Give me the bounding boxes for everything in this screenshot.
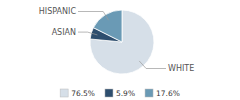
legend-label: 5.9% (116, 89, 135, 98)
labels: WHITE ASIAN HISPANIC (39, 7, 194, 73)
legend-swatch (145, 89, 153, 97)
category-label: ASIAN (52, 28, 76, 37)
leader-line (78, 32, 97, 35)
legend: 76.5% 5.9% 17.6% (60, 89, 180, 98)
legend-label: 17.6% (156, 89, 180, 98)
chart: WHITE ASIAN HISPANIC 76.5% 5.9% 17.6% (0, 0, 240, 100)
legend-item: 76.5% (60, 89, 95, 98)
slices (90, 10, 154, 74)
legend-swatch (60, 89, 68, 97)
pie-slice (93, 10, 122, 42)
legend-item: 5.9% (105, 89, 135, 98)
leader-line (139, 61, 166, 69)
pie-slice (90, 10, 154, 74)
leader-line (78, 12, 109, 21)
category-label: HISPANIC (39, 7, 77, 16)
legend-label: 76.5% (71, 89, 95, 98)
legend-item: 17.6% (145, 89, 180, 98)
legend-swatch (105, 89, 113, 97)
category-label: WHITE (168, 64, 194, 73)
